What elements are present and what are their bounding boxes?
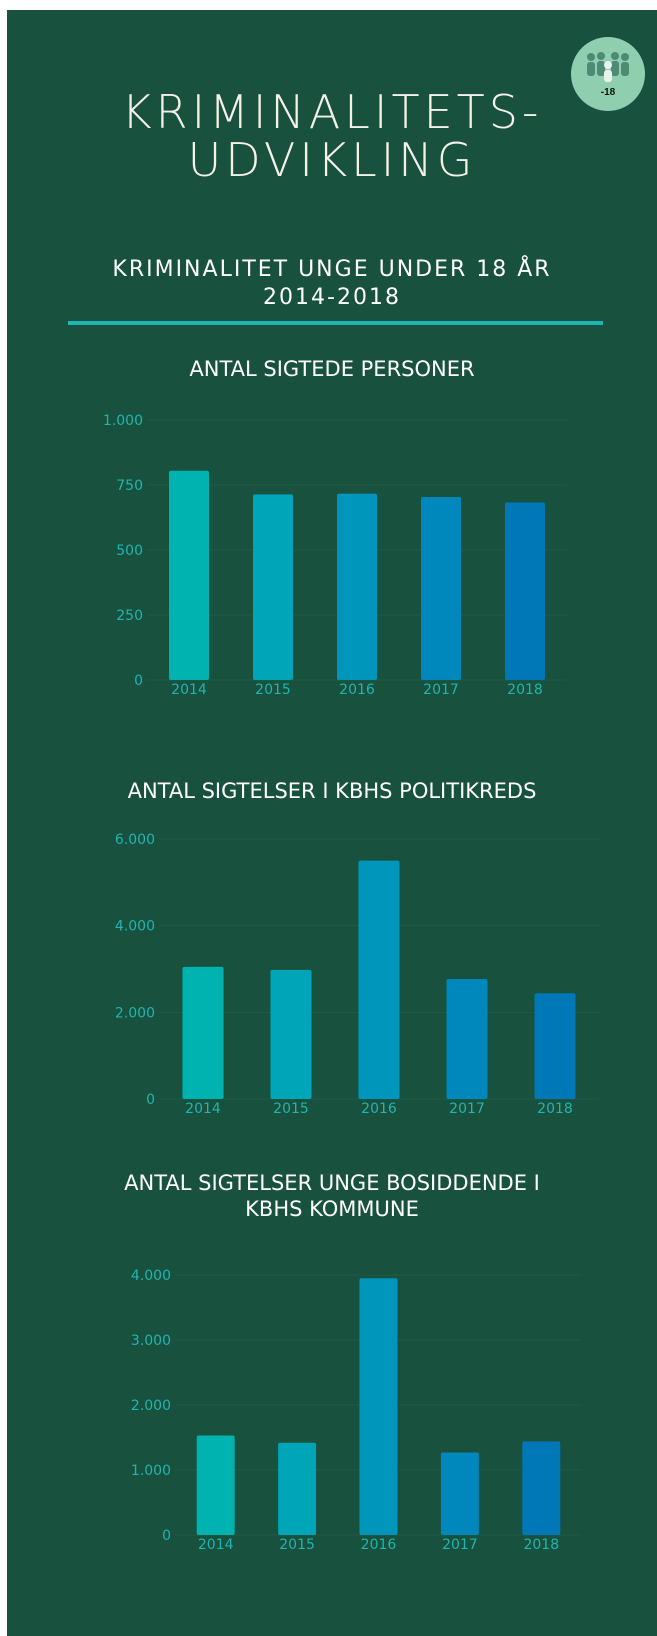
y-tick-label: 1.000 bbox=[103, 413, 143, 429]
bar-2017 bbox=[421, 496, 461, 680]
chart-title-line1: ANTAL SIGTELSER UNGE BOSIDDENDE I bbox=[124, 1171, 540, 1195]
y-tick-label: 3.000 bbox=[131, 1333, 171, 1349]
page-subtitle-line1: KRIMINALITET UNGE UNDER 18 ÅR bbox=[112, 257, 552, 282]
chart-title-sigtelser-kommune: ANTAL SIGTELSER UNGE BOSIDDENDE I KBHS K… bbox=[7, 1170, 657, 1222]
x-tick-label: 2015 bbox=[255, 682, 291, 698]
people-group-graphic bbox=[587, 52, 629, 82]
x-tick-label: 2018 bbox=[507, 682, 543, 698]
x-tick-label: 2016 bbox=[361, 1101, 397, 1117]
chart-title-sigtelser-politikreds: ANTAL SIGTELSER I KBHS POLITIKREDS bbox=[127, 779, 537, 803]
y-tick-label: 0 bbox=[134, 673, 143, 689]
x-tick-label: 2015 bbox=[273, 1101, 309, 1117]
infographic-page: -18 KRIMINALITETS- UDVIKLING KRIMINALITE… bbox=[7, 10, 657, 1636]
y-tick-label: 6.000 bbox=[115, 832, 155, 848]
x-tick-label: 2018 bbox=[523, 1537, 559, 1553]
bar-2016 bbox=[358, 860, 400, 1099]
x-tick-label: 2014 bbox=[198, 1537, 234, 1553]
y-tick-label: 1.000 bbox=[131, 1463, 171, 1479]
x-tick-label: 2014 bbox=[185, 1101, 221, 1117]
page-title: KRIMINALITETS- UDVIKLING bbox=[7, 88, 657, 184]
x-tick-label: 2016 bbox=[361, 1537, 397, 1553]
y-tick-label: 0 bbox=[162, 1528, 171, 1544]
bar-2015 bbox=[278, 1442, 317, 1535]
bar-2017 bbox=[440, 1452, 479, 1535]
bar-2014 bbox=[196, 1435, 235, 1535]
page-title-line1: KRIMINALITETS- bbox=[121, 85, 543, 139]
page-title-line2: UDVIKLING bbox=[187, 133, 477, 187]
chart-sigtelser-kommune: 0 1.000 2.000 3.000 4.000 2014 2015 2016 2017 201… bbox=[131, 1268, 582, 1553]
bar-2016 bbox=[337, 493, 377, 680]
bar-2016 bbox=[359, 1278, 398, 1535]
people-group-icon: -18 bbox=[571, 37, 645, 111]
page-subtitle-line2: 2014-2018 bbox=[263, 285, 401, 310]
bar-2018 bbox=[505, 502, 545, 680]
x-tick-label: 2018 bbox=[537, 1101, 573, 1117]
chart-sigtelser-politikreds: 0 2.000 4.000 6.000 2014 2015 2016 2017 2018 bbox=[115, 832, 599, 1117]
y-tick-label: 4.000 bbox=[115, 919, 155, 935]
x-tick-label: 2016 bbox=[339, 682, 375, 698]
y-tick-label: 500 bbox=[116, 543, 143, 559]
bar-2017 bbox=[446, 978, 488, 1099]
bar-2018 bbox=[534, 993, 576, 1099]
x-tick-label: 2017 bbox=[449, 1101, 485, 1117]
y-tick-label: 750 bbox=[116, 478, 143, 494]
x-tick-label: 2014 bbox=[171, 682, 207, 698]
x-tick-label: 2017 bbox=[423, 682, 459, 698]
divider bbox=[68, 321, 603, 325]
chart-sigtede-personer: 0 250 500 750 1.000 2014 2015 2016 2017 2018 bbox=[103, 413, 567, 698]
bar-2015 bbox=[270, 969, 312, 1099]
bar-2014 bbox=[182, 966, 224, 1099]
bar-2015 bbox=[253, 494, 293, 680]
x-tick-label: 2017 bbox=[442, 1537, 478, 1553]
chart-title-line2: KBHS KOMMUNE bbox=[245, 1197, 419, 1221]
y-tick-label: 0 bbox=[146, 1092, 155, 1108]
y-tick-label: 4.000 bbox=[131, 1268, 171, 1284]
y-tick-label: 250 bbox=[116, 608, 143, 624]
bar-2018 bbox=[522, 1441, 561, 1535]
badge-label: -18 bbox=[600, 87, 616, 98]
y-tick-label: 2.000 bbox=[115, 1005, 155, 1021]
bar-2014 bbox=[169, 470, 209, 680]
page-subtitle: KRIMINALITET UNGE UNDER 18 ÅR 2014-2018 bbox=[7, 256, 657, 312]
y-tick-label: 2.000 bbox=[131, 1398, 171, 1414]
x-tick-label: 2015 bbox=[279, 1537, 315, 1553]
chart-title-sigtede-personer: ANTAL SIGTEDE PERSONER bbox=[189, 357, 475, 381]
